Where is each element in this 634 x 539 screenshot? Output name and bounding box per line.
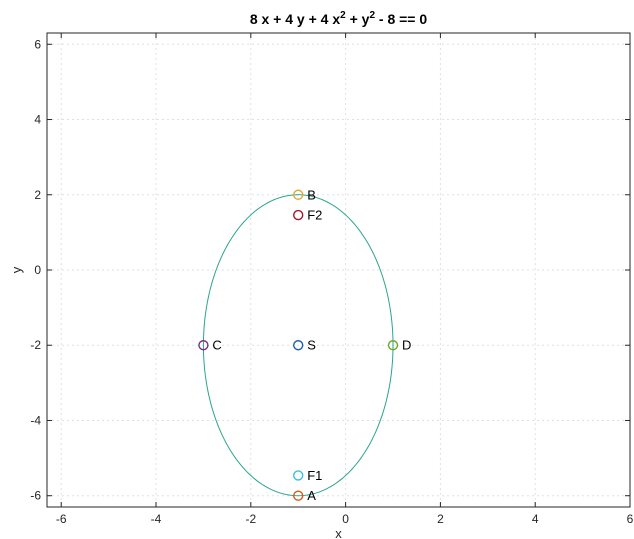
title-superscript-2: 2 [369, 10, 375, 21]
point-marker-d [387, 340, 399, 351]
y-tick-label: 0 [34, 263, 41, 277]
point-label-s: S [307, 338, 316, 353]
y-axis-label: y [9, 266, 24, 273]
point-marker-c [198, 340, 209, 351]
point-label-c: C [212, 338, 221, 353]
y-tick-label: 4 [34, 113, 41, 127]
y-tick-label: -6 [30, 489, 41, 503]
point-marker-b [293, 189, 304, 200]
x-tick-label: 6 [627, 512, 634, 526]
y-tick-label: 6 [34, 37, 41, 51]
points: B F2 C S D F1 A [198, 187, 411, 503]
title-part-2: + y [346, 11, 370, 27]
y-tick-label: -4 [30, 413, 41, 427]
point-label-f1: F1 [307, 468, 322, 483]
point-marker-a [293, 490, 304, 501]
ticks [47, 33, 631, 507]
point-marker-f1 [293, 470, 304, 481]
x-tick-label: 0 [342, 512, 349, 526]
x-tick-label: -6 [56, 512, 67, 526]
x-tick-label: -4 [151, 512, 162, 526]
title-part-3: - 8 == 0 [375, 11, 427, 27]
grid [47, 33, 631, 507]
point-marker-s [293, 340, 304, 351]
y-tick-label: -2 [30, 338, 41, 352]
x-tick-label: 2 [437, 512, 444, 526]
point-label-a: A [307, 488, 316, 503]
point-marker-f2 [293, 209, 304, 221]
point-label-b: B [307, 187, 316, 202]
chart-title: 8 x + 4 y + 4 x2 + y2 - 8 == 0 [250, 10, 428, 27]
point-label-f2: F2 [307, 208, 322, 223]
title-part-1: 8 x + 4 y + 4 x [250, 11, 341, 27]
x-tick-label: -2 [245, 512, 256, 526]
tick-labels: -6 -4 -2 0 2 4 6 -6 -4 -2 0 2 4 6 [30, 37, 633, 526]
title-superscript-1: 2 [340, 10, 346, 21]
point-label-d: D [402, 338, 411, 353]
x-tick-label: 4 [532, 512, 539, 526]
y-tick-label: 2 [34, 188, 41, 202]
ellipse-curve [202, 194, 394, 497]
x-axis-label: x [335, 526, 342, 539]
